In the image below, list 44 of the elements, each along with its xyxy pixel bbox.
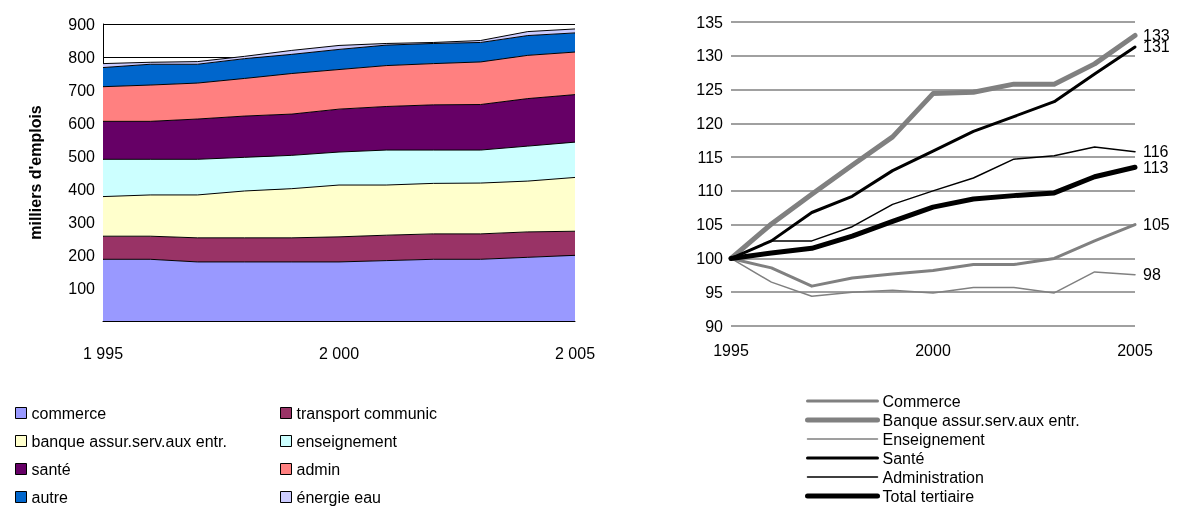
y-tick-label: 600 [68, 114, 96, 132]
legend-label: Total tertiaire [882, 487, 975, 505]
legend-label: banque assur.serv.aux entr. [31, 432, 227, 450]
legend-label: transport communic [296, 404, 437, 422]
y-tick-label: 100 [68, 279, 96, 297]
y-tick-label: 135 [696, 13, 724, 31]
y-tick-label: 130 [696, 47, 724, 65]
y-tick-label: 95 [705, 283, 724, 301]
x-tick-label: 2005 [1117, 341, 1153, 359]
y-tick-label: 90 [705, 317, 724, 335]
y-tick-label: 500 [68, 147, 96, 165]
legend-label: Santé [882, 449, 925, 467]
x-tick-label: 2 000 [318, 344, 360, 362]
x-tick-label: 1 995 [82, 344, 124, 362]
x-tick-label: 2000 [915, 341, 951, 359]
legend-label: Commerce [882, 392, 961, 410]
y-tick-label: 125 [696, 81, 724, 99]
legend-label: énergie eau [296, 488, 382, 506]
y-axis-title: milliers d'emplois [26, 105, 44, 240]
legend-label: Banque assur.serv.aux entr. [882, 411, 1080, 429]
x-tick-label: 1995 [713, 341, 749, 359]
legend-label: Administration [882, 468, 984, 486]
legend-label: commerce [31, 404, 107, 422]
y-tick-label: 120 [696, 114, 724, 132]
y-tick-label: 700 [68, 81, 96, 99]
y-tick-label: 400 [68, 180, 96, 198]
legend-label: Enseignement [882, 430, 986, 448]
legend-label: autre [31, 488, 69, 506]
legend-label: admin [296, 460, 341, 478]
legend-label: santé [31, 460, 71, 478]
y-tick-label: 100 [696, 249, 724, 267]
y-tick-label: 110 [697, 182, 724, 200]
legend-label: enseignement [296, 432, 398, 450]
y-tick-label: 300 [68, 213, 96, 231]
y-tick-label: 900 [68, 15, 96, 33]
data-label: 105 [1143, 216, 1170, 234]
data-label: 116 [1143, 143, 1169, 161]
data-label: 98 [1143, 266, 1161, 284]
y-tick-label: 105 [696, 216, 724, 234]
y-tick-label: 200 [68, 246, 96, 264]
y-tick-label: 115 [697, 148, 724, 166]
y-tick-label: 800 [68, 48, 96, 66]
data-label: 113 [1143, 158, 1169, 176]
x-tick-label: 2 005 [554, 344, 596, 362]
